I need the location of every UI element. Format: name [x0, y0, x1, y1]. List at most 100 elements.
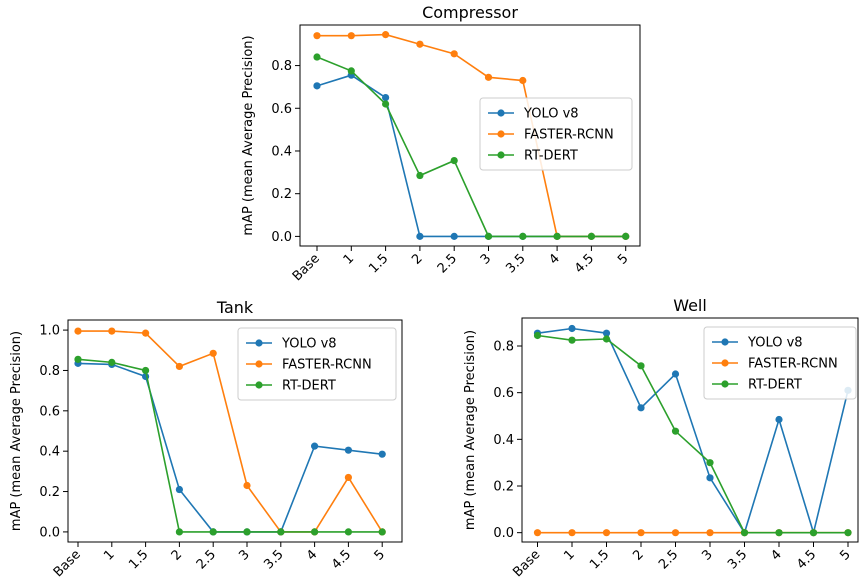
legend-swatch-marker: [721, 380, 729, 388]
data-point: [484, 73, 493, 81]
data-point: [568, 529, 576, 537]
y-tick-label: 0.8: [271, 59, 292, 74]
x-tick-label: 1.5: [587, 547, 612, 572]
data-point: [175, 528, 183, 536]
data-point: [382, 100, 390, 108]
legend-swatch-marker: [255, 381, 263, 389]
legend-swatch-marker: [497, 130, 505, 138]
y-tick-label: 0.0: [39, 525, 60, 540]
data-point: [209, 528, 217, 536]
y-tick-label: 0.2: [39, 485, 60, 500]
x-tick-label: 4.5: [572, 251, 597, 276]
data-point: [347, 32, 355, 40]
data-point: [740, 529, 749, 537]
x-tick-label: 3: [236, 547, 252, 563]
data-point: [243, 528, 251, 536]
data-point: [637, 362, 645, 370]
legend-swatch-marker: [721, 359, 729, 367]
data-point: [637, 404, 645, 412]
x-tick-label: 2: [169, 547, 185, 563]
x-tick-label: 2.5: [435, 251, 460, 276]
y-tick-label: 1.0: [39, 324, 60, 339]
data-point: [344, 528, 352, 536]
data-point: [602, 529, 611, 537]
x-tick-label: 3.5: [725, 547, 750, 572]
data-point: [382, 31, 390, 39]
data-point: [378, 528, 386, 536]
y-tick-label: 0.4: [493, 433, 514, 448]
legend-label: RT-DERT: [748, 378, 802, 393]
legend-box: [479, 97, 633, 171]
data-point: [243, 481, 251, 490]
data-point: [533, 331, 542, 340]
data-point: [519, 232, 527, 240]
data-point: [671, 370, 680, 378]
series-line-0: [537, 327, 849, 536]
data-point: [844, 529, 852, 537]
data-point: [622, 232, 630, 240]
chart-title: Well: [673, 296, 707, 315]
x-tick-label: 1: [561, 547, 577, 563]
data-point: [671, 427, 680, 435]
y-tick-label: 0.8: [493, 340, 514, 355]
x-tick-label: Base: [510, 547, 543, 580]
legend-label: FASTER-RCNN: [282, 358, 372, 373]
data-point: [108, 327, 116, 335]
data-point: [277, 528, 285, 536]
x-tick-label: 5: [615, 251, 631, 267]
legend-swatch-marker: [497, 109, 505, 117]
data-point: [313, 32, 321, 40]
data-point: [775, 415, 783, 424]
data-point: [568, 336, 576, 344]
data-point: [382, 93, 390, 102]
legend-swatch-marker: [255, 339, 263, 347]
x-tick-label: 1: [101, 547, 117, 563]
plot-frame: [67, 319, 403, 543]
y-tick-label: 0.4: [271, 144, 292, 159]
legend-label: YOLO v8: [523, 107, 579, 122]
data-point: [347, 67, 355, 75]
data-point: [553, 232, 561, 240]
data-point: [671, 529, 680, 537]
x-tick-label: 5: [372, 547, 388, 563]
data-point: [706, 474, 714, 482]
data-point: [142, 329, 150, 337]
series-line-2: [537, 334, 848, 534]
x-tick-label: 2: [409, 251, 425, 267]
legend-swatch-marker: [721, 338, 729, 346]
chart-2: Well 0.0 0.2 0.4 0.6 0.8 Base 1 1.5 2 2.5 3 3.5 4 4.5 5…: [463, 296, 859, 580]
x-tick-label: 3: [478, 251, 494, 267]
x-tick-label: 2: [630, 547, 646, 563]
data-point: [706, 529, 714, 537]
y-tick-label: 0.0: [271, 230, 292, 245]
y-tick-label: 0.6: [39, 404, 60, 419]
legend-label: YOLO v8: [747, 336, 803, 351]
data-point: [602, 335, 611, 343]
data-point: [209, 349, 217, 357]
data-point: [533, 529, 542, 537]
data-point: [108, 358, 116, 366]
data-point: [450, 156, 458, 165]
x-tick-label: Base: [290, 251, 323, 284]
data-point: [74, 355, 82, 363]
x-tick-label: 2.5: [656, 547, 681, 572]
x-tick-label: 5: [837, 547, 853, 563]
data-point: [519, 76, 527, 85]
legend-swatch-marker: [497, 151, 505, 159]
legend-box: [237, 327, 397, 401]
x-tick-label: 1.5: [366, 251, 391, 276]
x-tick-label: 4: [768, 547, 784, 563]
y-tick-label: 0.8: [39, 364, 60, 379]
x-tick-label: 4.5: [329, 547, 354, 572]
data-point: [311, 528, 319, 536]
plot-frame: [299, 24, 641, 247]
data-point: [175, 362, 183, 371]
legend-swatch-marker: [255, 360, 263, 368]
data-point: [706, 459, 714, 467]
data-point: [450, 232, 458, 240]
series-line-2: [77, 358, 383, 533]
legend-label: FASTER-RCNN: [748, 357, 838, 372]
data-point: [378, 450, 386, 458]
plot-frame: [521, 317, 859, 543]
x-tick-label: 2.5: [194, 547, 219, 572]
